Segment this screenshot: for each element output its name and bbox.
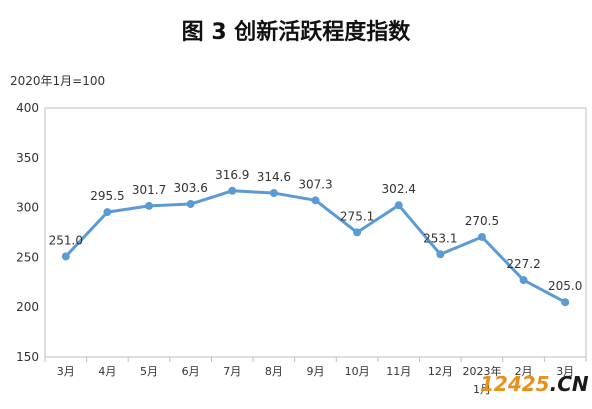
- data-point: [311, 196, 320, 205]
- data-label: 275.1: [340, 209, 374, 223]
- x-tick-label: 2月: [515, 365, 533, 378]
- y-tick-label: 300: [16, 201, 39, 215]
- x-tick-label: 6月: [182, 365, 200, 378]
- watermark-number: 12425: [480, 372, 550, 396]
- y-tick-label: 250: [16, 250, 39, 264]
- x-tick-label: 12月: [428, 365, 453, 378]
- data-label: 227.2: [506, 257, 540, 271]
- x-tick-label: 7月: [223, 365, 241, 378]
- data-label: 303.6: [173, 181, 207, 195]
- y-tick-label: 150: [16, 350, 39, 364]
- y-tick-label: 200: [16, 300, 39, 314]
- data-point: [269, 189, 278, 198]
- watermark-domain: .CN: [549, 372, 589, 396]
- x-tick-label: 10月: [345, 365, 370, 378]
- data-point: [477, 232, 486, 241]
- data-label: 302.4: [382, 182, 416, 196]
- data-label: 301.7: [132, 183, 166, 197]
- x-tick-label: 11月: [386, 365, 411, 378]
- data-point: [394, 201, 403, 210]
- data-point: [103, 208, 112, 217]
- data-label: 295.5: [90, 189, 124, 203]
- y-tick-label: 350: [16, 151, 39, 165]
- data-label: 253.1: [423, 231, 457, 245]
- data-label: 314.6: [257, 170, 291, 184]
- data-label: 205.0: [548, 279, 582, 293]
- unit-label: 2020年1月=100: [10, 74, 106, 88]
- data-label: 307.3: [298, 177, 332, 191]
- y-tick-label: 400: [16, 101, 39, 115]
- watermark: 12425.CN: [480, 372, 589, 396]
- data-point: [145, 201, 154, 210]
- x-tick-label: 9月: [307, 365, 325, 378]
- x-tick-label: 5月: [140, 365, 158, 378]
- x-tick-label: 4月: [98, 365, 116, 378]
- data-point: [519, 276, 528, 285]
- data-point: [228, 186, 237, 195]
- x-tick-label: 3月: [57, 365, 75, 378]
- series-line: [64, 189, 566, 304]
- x-tick-label: 8月: [265, 365, 283, 378]
- data-point: [561, 298, 570, 307]
- x-tick-label: 2023年 1月: [462, 364, 501, 396]
- data-point: [61, 252, 70, 261]
- x-tick-label: 3月: [556, 365, 574, 378]
- plot-frame: [44, 107, 587, 358]
- chart-title: 图 3 创新活跃程度指数: [181, 20, 411, 45]
- data-label: 251.0: [49, 233, 83, 247]
- data-label: 316.9: [215, 168, 249, 182]
- data-point: [186, 200, 195, 209]
- data-label: 270.5: [465, 214, 499, 228]
- data-point: [436, 250, 445, 259]
- data-point: [353, 228, 362, 237]
